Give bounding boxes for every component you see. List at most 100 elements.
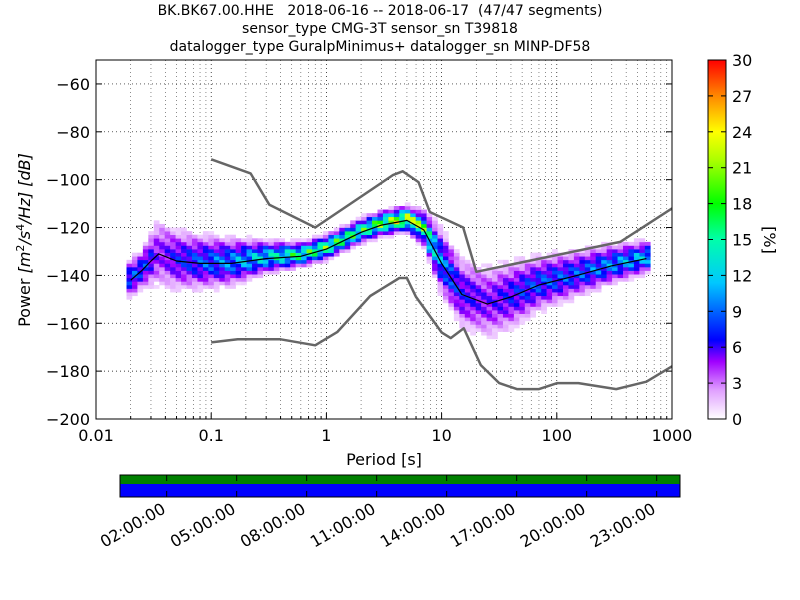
psd-density-cell bbox=[464, 277, 471, 282]
psd-density-cell bbox=[590, 284, 597, 289]
psd-density-cell bbox=[562, 288, 569, 293]
psd-density-cell bbox=[322, 241, 329, 246]
colorbar-label: [%] bbox=[760, 226, 779, 254]
psd-density-cell bbox=[366, 234, 373, 239]
psd-density-cell bbox=[573, 259, 580, 264]
psd-density-cell bbox=[410, 231, 416, 236]
psd-density-cell bbox=[399, 216, 406, 221]
psd-density-cell bbox=[393, 227, 400, 232]
psd-density-cell bbox=[219, 270, 226, 275]
psd-density-cell bbox=[584, 249, 591, 253]
psd-density-cell bbox=[464, 270, 471, 275]
psd-density-cell bbox=[601, 270, 607, 275]
psd-density-cell bbox=[573, 288, 580, 293]
psd-density-cell bbox=[612, 277, 618, 282]
psd-density-cell bbox=[399, 209, 406, 214]
psd-density-cell bbox=[470, 274, 476, 279]
psd-density-cell bbox=[584, 252, 591, 257]
psd-density-cell bbox=[339, 234, 346, 239]
psd-density-cell bbox=[268, 263, 275, 268]
psd-density-cell bbox=[224, 252, 231, 257]
psd-density-cell bbox=[519, 281, 526, 286]
psd-density-cell bbox=[301, 249, 307, 253]
psd-density-cell bbox=[159, 223, 165, 228]
psd-density-cell bbox=[306, 241, 313, 246]
psd-density-cell bbox=[595, 259, 602, 264]
mode-curve bbox=[130, 219, 647, 305]
psd-density-cell bbox=[306, 249, 313, 253]
colorbar-ticks: 0 3 6 9 12 15 18 21 24 27 30 bbox=[708, 51, 752, 429]
psd-density-cell bbox=[497, 317, 504, 322]
psd-density-cell bbox=[508, 299, 515, 304]
psd-density-cell bbox=[541, 310, 547, 314]
psd-density-cell bbox=[175, 245, 182, 250]
psd-density-cell bbox=[464, 259, 471, 264]
psd-density-cell bbox=[213, 234, 220, 239]
psd-density-cell bbox=[159, 241, 165, 246]
psd-density-cell bbox=[497, 270, 504, 275]
psd-density-cell bbox=[530, 306, 537, 311]
psd-density-cell bbox=[568, 270, 575, 275]
psd-density-cell bbox=[513, 299, 520, 304]
psd-density-cell bbox=[235, 245, 242, 250]
psd-density-cell bbox=[284, 263, 291, 268]
psd-density-cell bbox=[257, 238, 264, 243]
psd-density-cell bbox=[137, 267, 144, 271]
psd-density-cell bbox=[584, 288, 591, 293]
psd-density-cell bbox=[273, 263, 280, 268]
psd-density-cell bbox=[170, 252, 176, 257]
psd-density-cell bbox=[339, 245, 346, 250]
psd-density-cell bbox=[131, 256, 138, 261]
psd-density-cell bbox=[268, 267, 275, 271]
psd-density-cell bbox=[530, 292, 537, 297]
psd-density-cell bbox=[492, 328, 498, 332]
psd-density-cell bbox=[175, 234, 182, 239]
psd-density-cell bbox=[164, 277, 171, 282]
psd-density-cell bbox=[497, 299, 504, 304]
psd-density-cell bbox=[601, 267, 607, 271]
psd-density-cell bbox=[142, 284, 149, 289]
psd-density-cell bbox=[186, 231, 193, 236]
psd-density-cell bbox=[350, 227, 356, 232]
psd-density-cell bbox=[197, 234, 204, 239]
psd-density-cell bbox=[328, 234, 335, 239]
psd-density-cell bbox=[562, 284, 569, 289]
psd-density-cell bbox=[579, 274, 586, 279]
psd-density-cell bbox=[486, 328, 493, 332]
psd-density-cell bbox=[568, 299, 575, 304]
psd-density-cell bbox=[268, 238, 275, 243]
psd-density-cell bbox=[186, 234, 193, 239]
psd-density-cell bbox=[284, 252, 291, 257]
psd-density-cell bbox=[208, 231, 215, 236]
psd-density-cell bbox=[481, 292, 487, 297]
psd-density-cell bbox=[170, 259, 176, 264]
psd-density-cell bbox=[464, 310, 471, 314]
psd-density-cell bbox=[530, 288, 537, 293]
psd-density-cell bbox=[590, 281, 597, 286]
psd-density-cell bbox=[191, 256, 198, 261]
psd-density-cell bbox=[606, 263, 613, 268]
psd-density-cell bbox=[159, 274, 165, 279]
psd-density-cell bbox=[639, 241, 646, 246]
psd-density-cell bbox=[257, 245, 264, 250]
psd-density-cell bbox=[268, 252, 275, 257]
psd-density-cell bbox=[202, 281, 209, 286]
psd-density-cell bbox=[623, 263, 629, 268]
psd-density-cell bbox=[344, 238, 351, 243]
psd-density-cell bbox=[552, 292, 558, 297]
psd-density-cell bbox=[202, 270, 209, 275]
psd-density-cell bbox=[224, 263, 231, 268]
psd-density-cell bbox=[235, 267, 242, 271]
psd-density-cell bbox=[546, 281, 553, 286]
psd-density-cell bbox=[426, 256, 433, 261]
psd-density-cell bbox=[552, 302, 558, 307]
psd-density-cell bbox=[448, 302, 455, 307]
psd-density-cell bbox=[541, 292, 547, 297]
psd-density-cell bbox=[415, 238, 422, 243]
psd-density-cell bbox=[628, 267, 635, 271]
psd-density-cell bbox=[235, 249, 242, 253]
x-tick-label: 1 bbox=[321, 426, 331, 445]
psd-density-cell bbox=[579, 263, 586, 268]
psd-density-cell bbox=[437, 267, 444, 271]
psd-density-cell bbox=[459, 288, 466, 293]
